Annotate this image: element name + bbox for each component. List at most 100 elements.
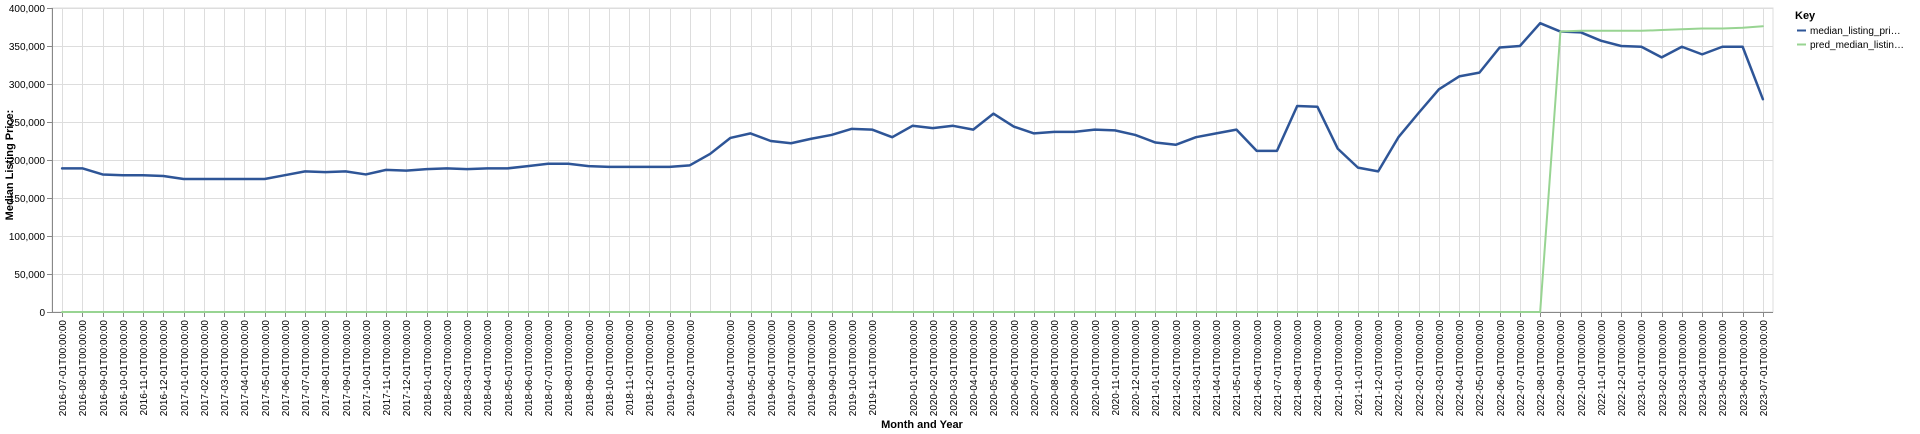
gridlines: [51, 7, 1774, 313]
x-tick-label: 2017-04-01T00:00:00: [240, 320, 251, 417]
y-tick-label: 0: [39, 308, 45, 319]
x-tick-label: 2022-12-01T00:00:00: [1617, 320, 1628, 417]
x-tick-label: 2017-09-01T00:00:00: [342, 320, 353, 417]
x-tick-label: 2023-03-01T00:00:00: [1678, 320, 1689, 417]
x-axis: 2016-07-01T00:00:00 2016-08-01T00:00:00 20…: [52, 312, 1773, 416]
x-tick-label: 2022-11-01T00:00:00: [1597, 320, 1608, 416]
x-tick-label: 2022-05-01T00:00:00: [1475, 320, 1486, 417]
x-tick-label: 2020-10-01T00:00:00: [1091, 320, 1102, 417]
x-axis-title: Month and Year: [881, 419, 963, 431]
x-tick-label: 2022-10-01T00:00:00: [1577, 320, 1588, 417]
x-tick-label: 2021-09-01T00:00:00: [1313, 320, 1324, 417]
x-tick-label: 2019-07-01T00:00:00: [787, 320, 798, 417]
series-line-median-listing-price: [60, 21, 1765, 181]
x-tick-label: 2019-10-01T00:00:00: [848, 320, 859, 417]
legend: Key median_listing_pri… pred_median_listi…: [1795, 10, 1904, 51]
x-tick-label: 2022-04-01T00:00:00: [1455, 320, 1466, 417]
x-tick-label: 2016-09-01T00:00:00: [99, 320, 110, 417]
series-lines: [60, 21, 1765, 313]
y-tick-label: 400,000: [9, 4, 46, 15]
x-tick-label: 2020-09-01T00:00:00: [1070, 320, 1081, 417]
x-tick-label: 2017-02-01T00:00:00: [200, 320, 211, 417]
x-tick-label: 2019-02-01T00:00:00: [686, 320, 697, 417]
x-tick-label: 2023-07-01T00:00:00: [1759, 320, 1770, 417]
x-tick-label: 2023-05-01T00:00:00: [1718, 320, 1729, 417]
y-tick-label: 250,000: [9, 118, 46, 129]
x-tick-label: 2018-11-01T00:00:00: [625, 320, 636, 416]
x-tick-label: 2022-01-01T00:00:00: [1394, 320, 1405, 417]
x-tick-label: 2021-01-01T00:00:00: [1151, 320, 1162, 417]
x-tick-label: 2023-04-01T00:00:00: [1698, 320, 1709, 417]
x-tick-label: 2017-10-01T00:00:00: [362, 320, 373, 417]
x-tick-label: 2016-11-01T00:00:00: [139, 320, 150, 416]
x-tick-label: 2020-08-01T00:00:00: [1050, 320, 1061, 417]
x-tick-label: 2017-07-01T00:00:00: [301, 320, 312, 417]
x-tick-label: 2021-06-01T00:00:00: [1253, 320, 1264, 417]
y-tick-label: 100,000: [9, 232, 46, 243]
y-axis: 0 50,000 100,000 150,000 200,000 250,000 300,0…: [9, 4, 53, 319]
y-tick-label: 150,000: [9, 194, 46, 205]
x-tick-label: 2019-06-01T00:00:00: [767, 320, 778, 417]
x-tick-label: 2018-10-01T00:00:00: [605, 320, 616, 417]
series-line-pred-median-listing-price: [61, 25, 1764, 313]
x-tick-label: 2021-10-01T00:00:00: [1334, 320, 1345, 417]
x-tick-label: 2017-03-01T00:00:00: [220, 320, 231, 417]
x-tick-label: 2020-05-01T00:00:00: [989, 320, 1000, 417]
x-tick-label: 2020-04-01T00:00:00: [969, 320, 980, 417]
x-tick-label: 2020-06-01T00:00:00: [1010, 320, 1021, 417]
x-tick-label: 2021-04-01T00:00:00: [1212, 320, 1223, 417]
y-tick-label: 300,000: [9, 80, 46, 91]
x-tick-label: 2023-01-01T00:00:00: [1637, 320, 1648, 417]
x-tick-label: 2020-03-01T00:00:00: [949, 320, 960, 417]
x-tick-label: 2022-07-01T00:00:00: [1516, 320, 1527, 417]
x-tick-label: 2016-08-01T00:00:00: [78, 320, 89, 417]
x-tick-label: 2022-02-01T00:00:00: [1415, 320, 1426, 417]
y-tick-label: 350,000: [9, 42, 46, 53]
x-tick-label: 2020-01-01T00:00:00: [909, 320, 920, 417]
x-tick-label: 2021-03-01T00:00:00: [1192, 320, 1203, 417]
x-tick-label: 2020-07-01T00:00:00: [1030, 320, 1041, 417]
x-tick-label: 2022-06-01T00:00:00: [1496, 320, 1507, 417]
x-tick-label: 2018-02-01T00:00:00: [443, 320, 454, 417]
x-tick-label: 2018-12-01T00:00:00: [645, 320, 656, 417]
x-tick-label: 2021-08-01T00:00:00: [1293, 320, 1304, 417]
x-tick-label: 2018-06-01T00:00:00: [524, 320, 535, 417]
x-tick-label: 2018-05-01T00:00:00: [504, 320, 515, 417]
x-tick-label: 2018-07-01T00:00:00: [544, 320, 555, 417]
x-tick-label: 2017-08-01T00:00:00: [321, 320, 332, 417]
x-tick-label: 2016-10-01T00:00:00: [119, 320, 130, 417]
x-tick-label: 2018-01-01T00:00:00: [423, 320, 434, 417]
y-tick-label: 200,000: [9, 156, 46, 167]
legend-label: pred_median_listin…: [1810, 40, 1904, 51]
x-tick-label: 2016-12-01T00:00:00: [159, 320, 170, 417]
x-tick-label: 2020-02-01T00:00:00: [929, 320, 940, 417]
x-tick-label: 2023-06-01T00:00:00: [1739, 320, 1750, 417]
x-tick-label: 2021-02-01T00:00:00: [1172, 320, 1183, 417]
x-tick-label: 2019-08-01T00:00:00: [807, 320, 818, 417]
y-tick-label: 50,000: [14, 270, 45, 281]
x-tick-label: 2017-12-01T00:00:00: [402, 320, 413, 417]
x-tick-label: 2019-05-01T00:00:00: [747, 320, 758, 417]
x-tick-label: 2021-12-01T00:00:00: [1374, 320, 1385, 417]
x-tick-label: 2018-09-01T00:00:00: [585, 320, 596, 417]
x-tick-label: 2017-11-01T00:00:00: [382, 320, 393, 416]
x-tick-label: 2017-05-01T00:00:00: [261, 320, 272, 417]
x-tick-label: 2019-04-01T00:00:00: [726, 320, 737, 417]
x-tick-label: 2022-09-01T00:00:00: [1556, 320, 1567, 417]
x-tick-label: 2017-06-01T00:00:00: [281, 320, 292, 417]
x-tick-label: 2019-01-01T00:00:00: [666, 320, 677, 417]
x-tick-label: 2020-11-01T00:00:00: [1111, 320, 1122, 416]
x-tick-label: 2021-05-01T00:00:00: [1232, 320, 1243, 417]
x-tick-label: 2021-11-01T00:00:00: [1354, 320, 1365, 416]
x-tick-label: 2017-01-01T00:00:00: [180, 320, 191, 417]
x-tick-label: 2018-08-01T00:00:00: [564, 320, 575, 417]
x-tick-label: 2023-02-01T00:00:00: [1658, 320, 1669, 417]
x-tick-label: 2021-07-01T00:00:00: [1273, 320, 1284, 417]
x-tick-label: 2019-11-01T00:00:00: [868, 320, 879, 416]
x-tick-label: 2018-04-01T00:00:00: [483, 320, 494, 417]
legend-title: Key: [1795, 10, 1816, 22]
y-axis-title: Median Listing Price:: [4, 110, 16, 221]
x-tick-label: 2022-03-01T00:00:00: [1435, 320, 1446, 417]
x-tick-label: 2022-08-01T00:00:00: [1536, 320, 1547, 417]
